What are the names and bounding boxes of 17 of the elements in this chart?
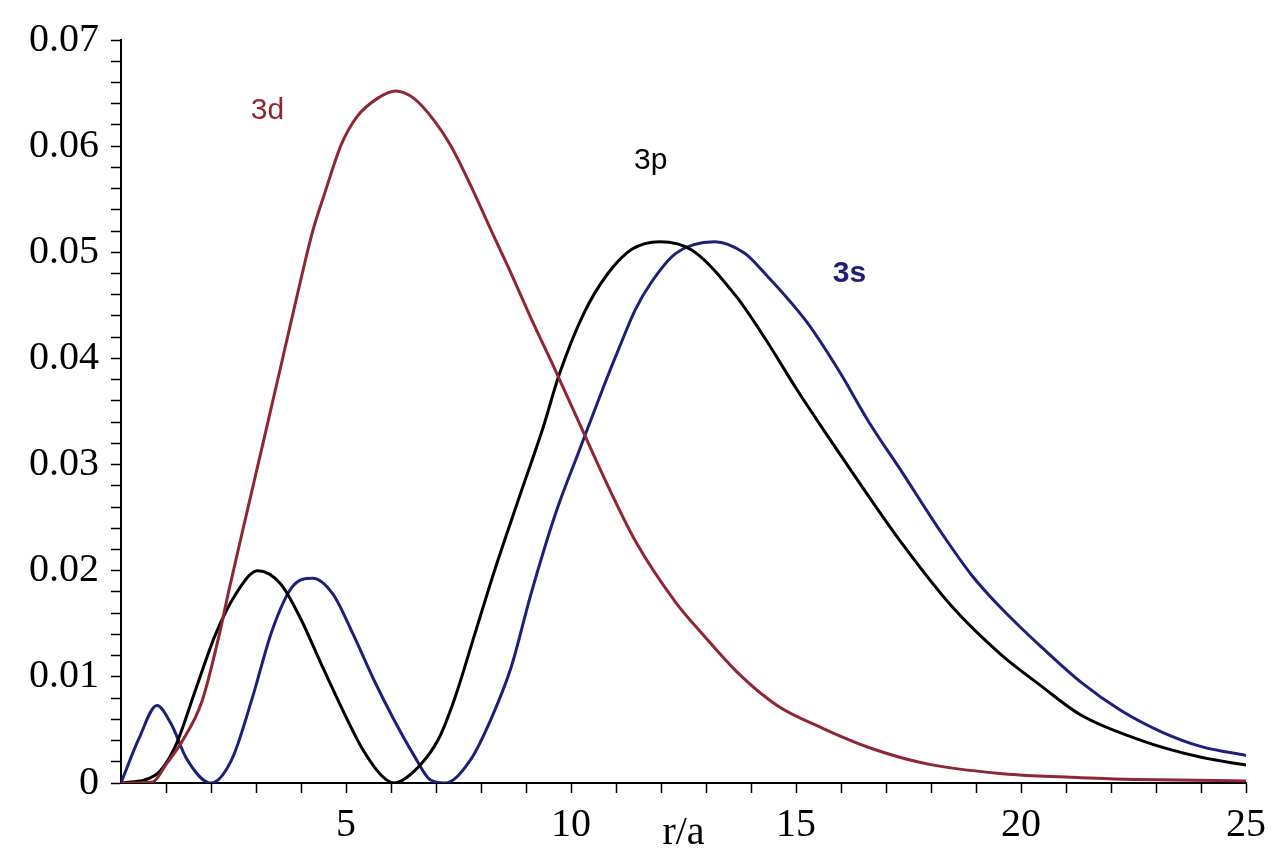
y-tick-label: 0.06 — [29, 120, 99, 166]
y-tick-label: 0.01 — [29, 651, 99, 697]
x-tick-label: 5 — [336, 799, 356, 845]
x-tick-label: 20 — [1001, 799, 1041, 845]
x-tick-label: 10 — [551, 799, 591, 845]
x-tick-label: 15 — [776, 799, 816, 845]
text: 3p — [633, 141, 668, 175]
y-tick-label: 0 — [79, 757, 99, 803]
series-label: 3s — [832, 254, 867, 288]
y-tick-label: 0.03 — [29, 439, 99, 485]
y-tick-label: 0.05 — [29, 226, 99, 272]
y-tick-label: 0.07 — [29, 14, 99, 60]
y-tick-label: 0.02 — [29, 545, 99, 591]
x-tick-label: 25 — [1226, 799, 1266, 845]
text: 3d — [250, 92, 285, 126]
y-tick-label: 0.04 — [29, 332, 99, 378]
x-axis-title: r/a — [662, 808, 705, 853]
